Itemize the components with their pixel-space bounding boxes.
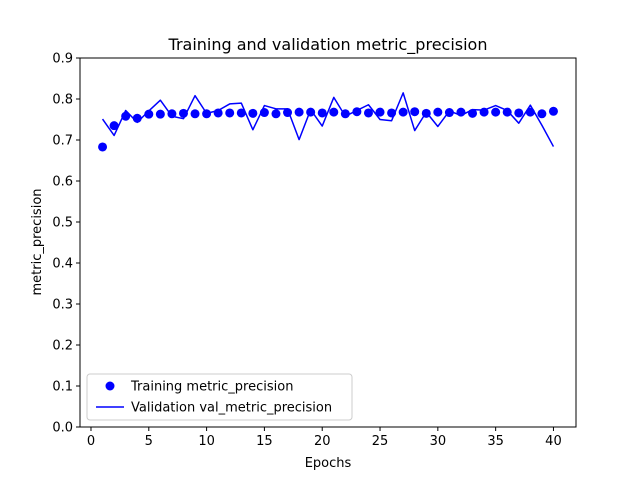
training-data-point: [132, 113, 142, 123]
training-data-point: [514, 108, 524, 118]
y-axis: 0.0 0.1 0.2 0.3 0.4 0.5 0.6 0.7 0.8 0.9: [52, 52, 80, 436]
training-data-point: [236, 108, 246, 118]
training-data-point: [363, 108, 373, 118]
training-data-point: [144, 109, 154, 119]
training-data-point: [491, 107, 501, 117]
y-axis-label: metric_precision: [30, 188, 45, 295]
training-data-point: [398, 107, 408, 117]
x-tick-label: 5: [145, 434, 153, 449]
validation-series-line: [101, 92, 555, 147]
training-data-point: [294, 107, 304, 117]
training-data-point: [525, 107, 535, 117]
axes-frame: [79, 57, 577, 428]
legend-frame: [86, 373, 353, 421]
y-tick-label: 0.0: [52, 421, 73, 436]
training-data-point: [421, 108, 431, 118]
x-tick-label: 35: [487, 434, 504, 449]
x-tick-label: 15: [256, 434, 273, 449]
y-tick-label: 0.5: [52, 216, 73, 231]
legend: Training metric_precision Validation val…: [86, 373, 353, 421]
training-data-point: [479, 107, 489, 117]
chart-title: Training and validation metric_precision: [168, 35, 488, 55]
y-tick-label: 0.6: [52, 175, 73, 190]
y-tick-label: 0.2: [52, 339, 73, 354]
training-data-point: [248, 108, 258, 118]
training-data-point: [213, 108, 223, 118]
y-tick-label: 0.9: [52, 52, 73, 67]
y-tick-label: 0.4: [52, 257, 73, 272]
x-tick-label: 25: [372, 434, 389, 449]
training-data-point: [502, 107, 512, 117]
training-data-point: [202, 109, 212, 119]
training-data-point: [190, 109, 200, 119]
y-tick-label: 0.8: [52, 93, 73, 108]
training-data-point: [548, 106, 558, 116]
training-data-point: [259, 108, 269, 118]
legend-label-validation: Validation val_metric_precision: [131, 401, 332, 416]
x-axis: 0 5 10 15 20 25 30 35 40: [87, 427, 562, 449]
training-data-point: [155, 109, 165, 119]
training-data-point: [329, 107, 339, 117]
training-data-point: [109, 121, 119, 131]
y-tick-label: 0.7: [52, 134, 73, 149]
x-axis-label: Epochs: [305, 456, 352, 471]
training-data-point: [456, 107, 466, 117]
chart-marks: [98, 92, 558, 152]
training-data-point: [306, 107, 316, 117]
x-tick-label: 40: [545, 434, 562, 449]
training-data-point: [98, 142, 108, 152]
x-tick-label: 20: [314, 434, 331, 449]
training-data-point: [340, 109, 350, 119]
x-tick-label: 0: [87, 434, 95, 449]
legend-marker-training: [105, 381, 115, 391]
y-tick-label: 0.3: [52, 298, 73, 313]
legend-label-training: Training metric_precision: [130, 380, 293, 395]
training-data-point: [167, 109, 177, 119]
training-data-point: [283, 108, 293, 118]
training-data-point: [375, 107, 385, 117]
training-data-point: [433, 107, 443, 117]
training-data-point: [225, 108, 235, 118]
x-tick-label: 10: [198, 434, 215, 449]
training-data-point: [468, 108, 478, 118]
y-tick-label: 0.1: [52, 380, 73, 395]
training-data-point: [387, 108, 397, 118]
training-data-point: [352, 107, 362, 117]
training-data-point: [317, 108, 327, 118]
x-tick-label: 30: [430, 434, 447, 449]
training-data-point: [271, 109, 281, 119]
training-data-point: [537, 109, 547, 119]
training-data-point: [121, 111, 131, 121]
training-data-point: [410, 107, 420, 117]
training-data-point: [178, 108, 188, 118]
training-data-point: [444, 108, 454, 118]
